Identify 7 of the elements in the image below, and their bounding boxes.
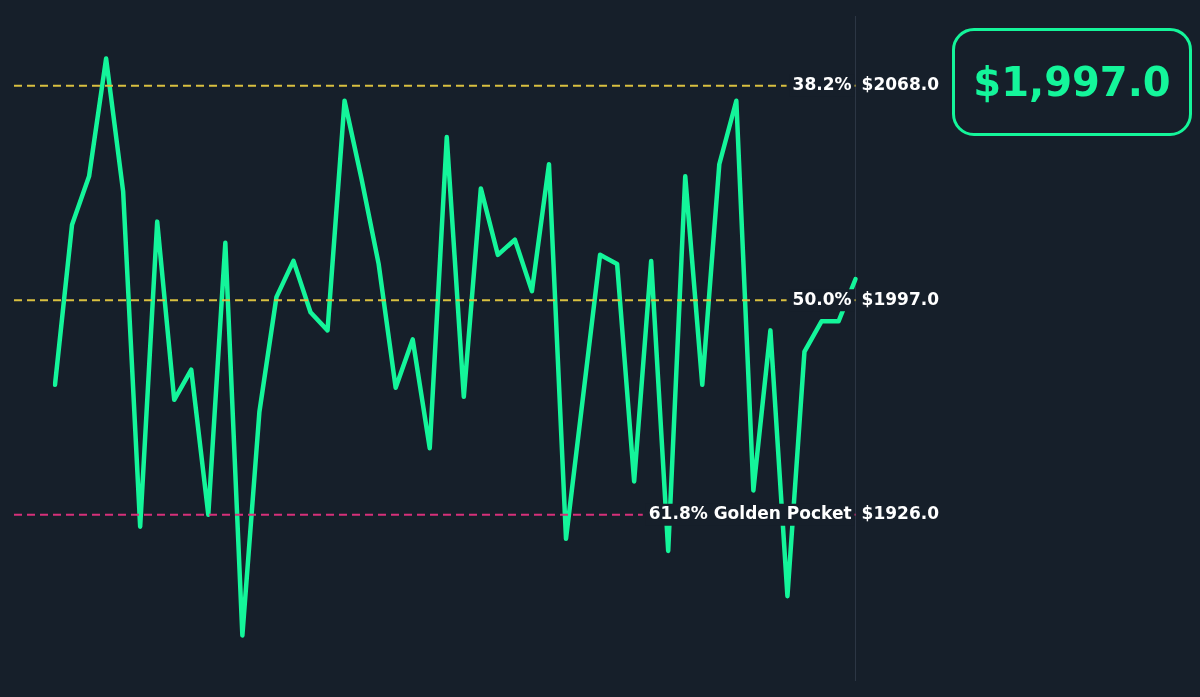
y-tick-label: $2068.0 (861, 74, 940, 95)
y-tick-label: $1926.0 (861, 503, 940, 524)
text: $1,997.0 (952, 28, 1192, 136)
y-tick-label: $1997.0 (861, 288, 940, 309)
annotation: 50.0% (792, 288, 852, 309)
annotation: 61.8% Golden Pocket (648, 503, 852, 524)
annotation: 38.2% (792, 74, 852, 95)
